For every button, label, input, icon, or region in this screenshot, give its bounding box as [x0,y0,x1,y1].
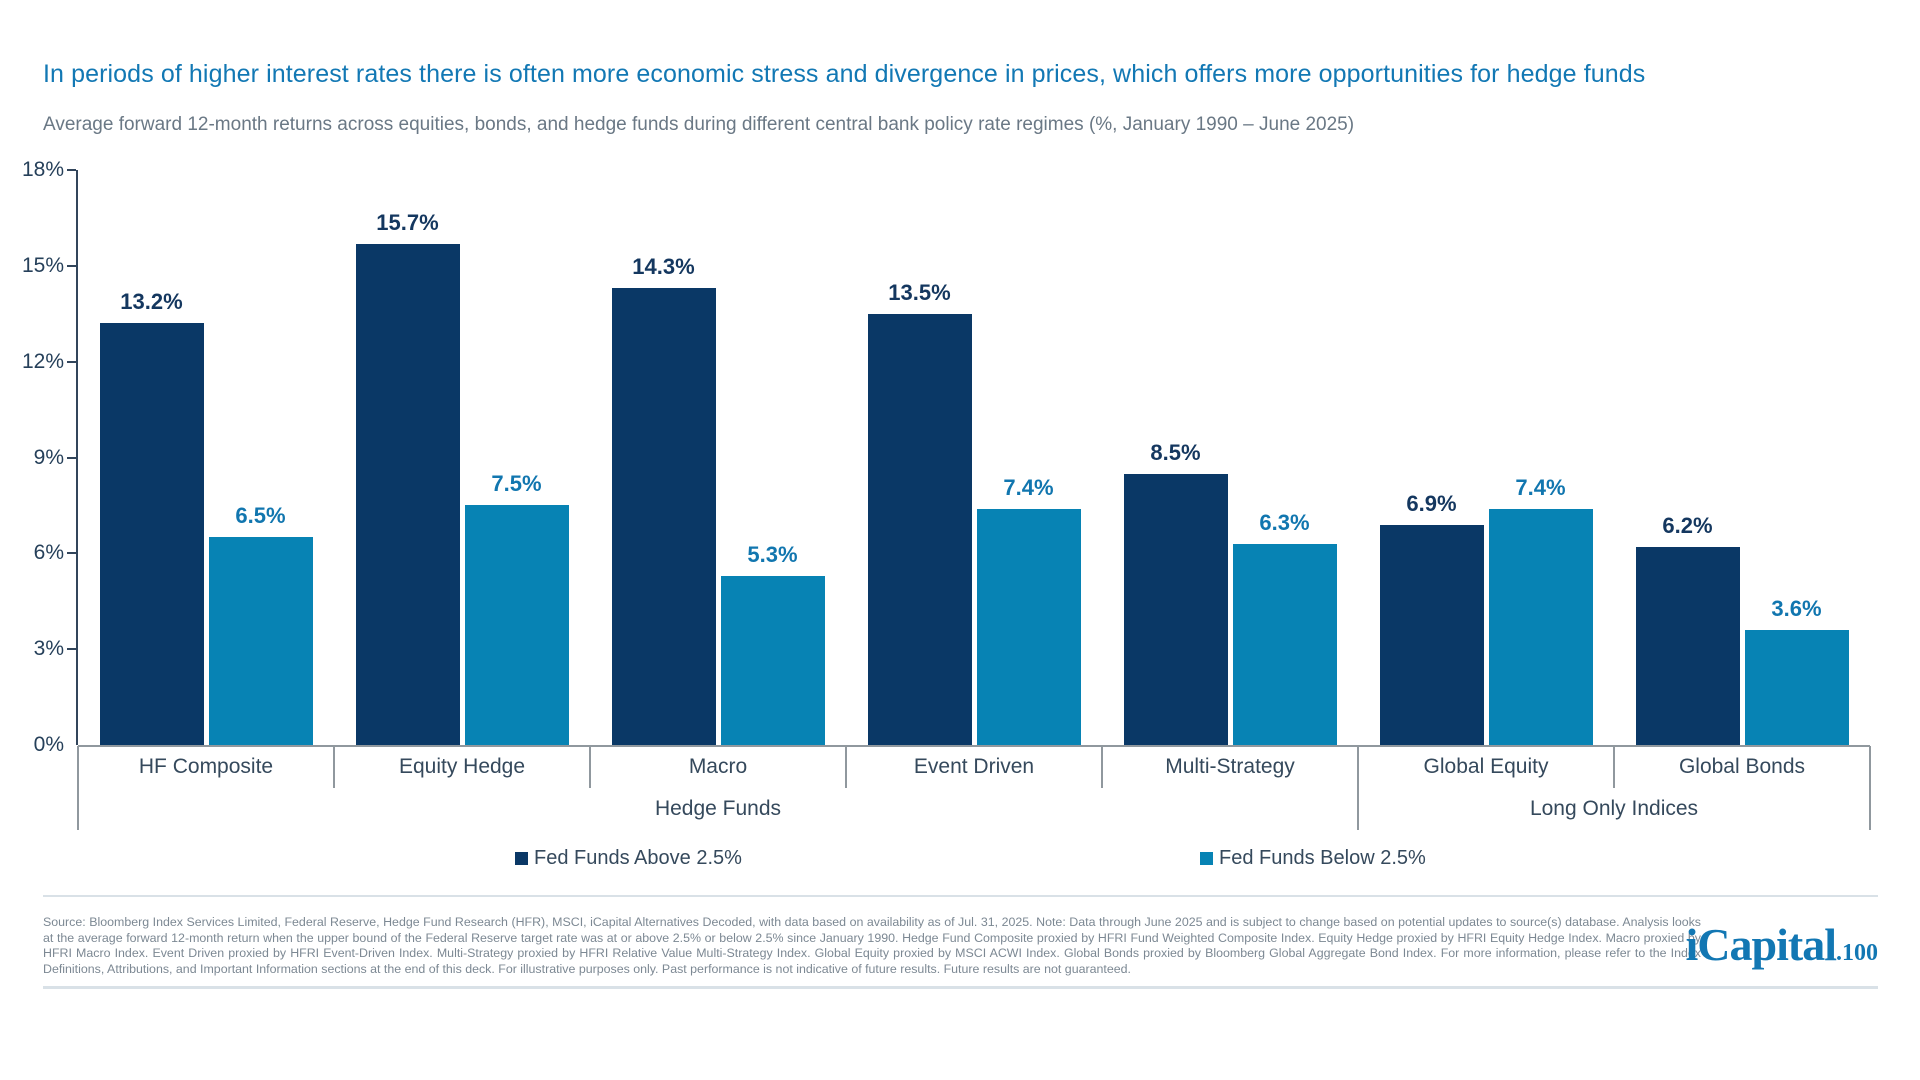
category-group-label: Long Only Indices [1529,797,1699,820]
source-disclaimer-text: Source: Bloomberg Index Services Limited… [43,915,1701,976]
category-divider-line [1101,746,1103,788]
x-axis-baseline [78,745,1870,747]
category-label: HF Composite [138,755,274,778]
bar-value-label: 13.2% [120,289,183,315]
category-label: Global Bonds [1678,755,1806,778]
chart-legend: Fed Funds Above 2.5% Fed Funds Below 2.5… [0,845,1920,871]
bar-value-label: 7.4% [1515,474,1566,500]
bar-value-label: 6.2% [1662,512,1713,538]
bar-fed-funds-below [464,505,569,745]
category-label: Event Driven [913,755,1035,778]
bar-value-label: 8.5% [1150,439,1201,465]
y-axis-tick-label: 6% [33,541,64,564]
category-divider-line [1613,746,1615,788]
y-axis-tick [67,457,76,459]
y-axis-tick [67,361,76,363]
y-axis-tick-label: 12% [21,350,64,373]
footer-top-divider [43,895,1878,897]
bar-value-label: 6.9% [1406,490,1457,516]
y-axis-tick [67,648,76,650]
logo-suffix-text: .100 [1836,940,1878,966]
bar-fed-funds-above [1123,473,1228,745]
bar-value-label: 14.3% [632,254,695,280]
logo-brand-text: iCapital [1685,919,1837,970]
y-axis-tick-label: 3% [33,637,64,660]
group-divider-line [1869,746,1871,830]
bar-fed-funds-below [208,537,313,745]
bar-value-label: 3.6% [1771,596,1822,621]
bar-value-label: 5.3% [747,541,798,567]
page-title: In periods of higher interest rates ther… [43,60,1646,88]
group-divider-line [77,746,79,830]
category-divider-line [333,746,335,788]
y-axis-line [76,170,78,745]
bar-fed-funds-below [1232,543,1337,745]
category-divider-line [589,746,591,788]
bar-fed-funds-above [611,288,716,745]
bar-value-label: 6.3% [1259,509,1310,535]
bar-fed-funds-below [1744,630,1849,745]
category-label: Multi-Strategy [1165,755,1295,778]
bar-value-label: 13.5% [888,279,951,305]
bar-fed-funds-above [355,243,460,745]
grouped-bar-chart: 18% 15% 12% 9% 6% 3% 0% 13.2% 15.7% 14.3% 13.5% 8.5… [21,158,1871,830]
legend-item-above: Fed Funds Above 2.5% [515,845,742,871]
category-label: Equity Hedge [398,755,526,778]
category-label: Macro [688,755,748,778]
y-axis-tick-label: 15% [21,254,64,277]
legend-swatch-above [515,851,528,865]
legend-item-below: Fed Funds Below 2.5% [1200,845,1426,871]
icapital-logo: iCapital.100 [1686,918,1878,971]
bar-fed-funds-above [867,313,972,746]
y-axis-tick [67,169,76,171]
page-subtitle: Average forward 12-month returns across … [43,114,1355,135]
bar-fed-funds-above [1635,546,1740,745]
bar-value-label: 15.7% [376,209,439,235]
bar-fed-funds-above [1379,524,1484,745]
bar-fed-funds-above [99,323,204,745]
group-divider-line [1357,746,1359,830]
bar-fed-funds-below [976,508,1081,745]
legend-label-below: Fed Funds Below 2.5% [1219,846,1426,869]
bar-fed-funds-below [720,575,825,745]
bar-value-label: 6.5% [235,503,286,529]
footer-bottom-divider [43,986,1878,989]
category-group-label: Hedge Funds [654,797,782,820]
legend-swatch-below [1200,851,1213,865]
category-label: Global Equity [1423,755,1549,778]
y-axis-tick [67,552,76,554]
category-divider-line [845,746,847,788]
y-axis-tick-label: 18% [21,158,64,181]
bar-value-label: 7.4% [1003,474,1054,500]
y-axis-tick-label: 0% [33,733,64,756]
y-axis-tick-label: 9% [33,446,64,469]
legend-label-above: Fed Funds Above 2.5% [534,846,742,869]
bar-fed-funds-below [1488,508,1593,745]
y-axis-tick [67,265,76,267]
bar-value-label: 7.5% [491,471,542,497]
